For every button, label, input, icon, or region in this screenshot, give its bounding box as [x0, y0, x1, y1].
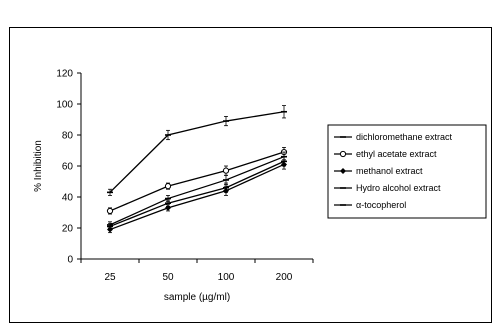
x-tick-label: 200 — [276, 272, 293, 283]
legend-item: methanol extract — [334, 166, 423, 176]
x-tick-label: 50 — [162, 272, 174, 283]
series-line — [109, 151, 285, 212]
data-point — [165, 204, 171, 211]
y-ticks: 0 20 40 60 80 100 120 — [56, 69, 81, 266]
y-tick-label: 40 — [62, 193, 74, 204]
legend-marker — [339, 150, 347, 158]
legend-marker — [340, 168, 346, 174]
y-axis-title: % Inhibition — [33, 140, 44, 192]
y-tick-label: 20 — [62, 224, 74, 235]
x-tick-label: 25 — [104, 272, 116, 283]
series-0 — [107, 156, 287, 230]
legend: dichloromethane extract ethyl acetate ext… — [327, 124, 487, 219]
series-1 — [106, 147, 288, 215]
x-axis-title: sample (µg/ml) — [164, 292, 230, 303]
series-3 — [107, 151, 287, 229]
legend-item: α-tocopherol — [334, 200, 406, 210]
legend-label: α-tocopherol — [356, 200, 406, 210]
data-point — [281, 161, 287, 168]
chart-frame: 0 20 40 60 80 100 120 25 50 100 200 % Inhibition … — [9, 27, 492, 323]
x-tick-label: 100 — [218, 272, 235, 283]
axes — [80, 73, 313, 260]
legend-box — [327, 124, 487, 219]
legend-item: Hydro alcohol extract — [334, 183, 441, 193]
legend-label: methanol extract — [356, 166, 423, 176]
y-tick-label: 60 — [62, 162, 74, 173]
legend-items: dichloromethane extract ethyl acetate ext… — [334, 132, 453, 210]
data-point — [222, 167, 230, 174]
series-line — [109, 160, 285, 228]
series-layer — [106, 105, 288, 234]
y-tick-label: 120 — [56, 69, 73, 80]
data-point — [106, 207, 114, 215]
y-tick-label: 100 — [56, 100, 73, 111]
y-tick-label: 80 — [62, 131, 74, 142]
legend-label: ethyl acetate extract — [356, 149, 437, 159]
series-line — [109, 156, 285, 226]
series-line — [109, 111, 285, 193]
legend-item: dichloromethane extract — [334, 132, 453, 142]
legend-item: ethyl acetate extract — [334, 149, 437, 159]
series-4 — [107, 105, 287, 196]
legend-label: dichloromethane extract — [356, 132, 453, 142]
legend-label: Hydro alcohol extract — [356, 183, 441, 193]
data-point — [223, 187, 229, 194]
data-point — [164, 183, 172, 190]
series-line — [109, 163, 285, 231]
x-ticks: 25 50 100 200 — [80, 259, 314, 283]
y-tick-label: 0 — [67, 255, 73, 266]
series-2 — [107, 159, 287, 234]
